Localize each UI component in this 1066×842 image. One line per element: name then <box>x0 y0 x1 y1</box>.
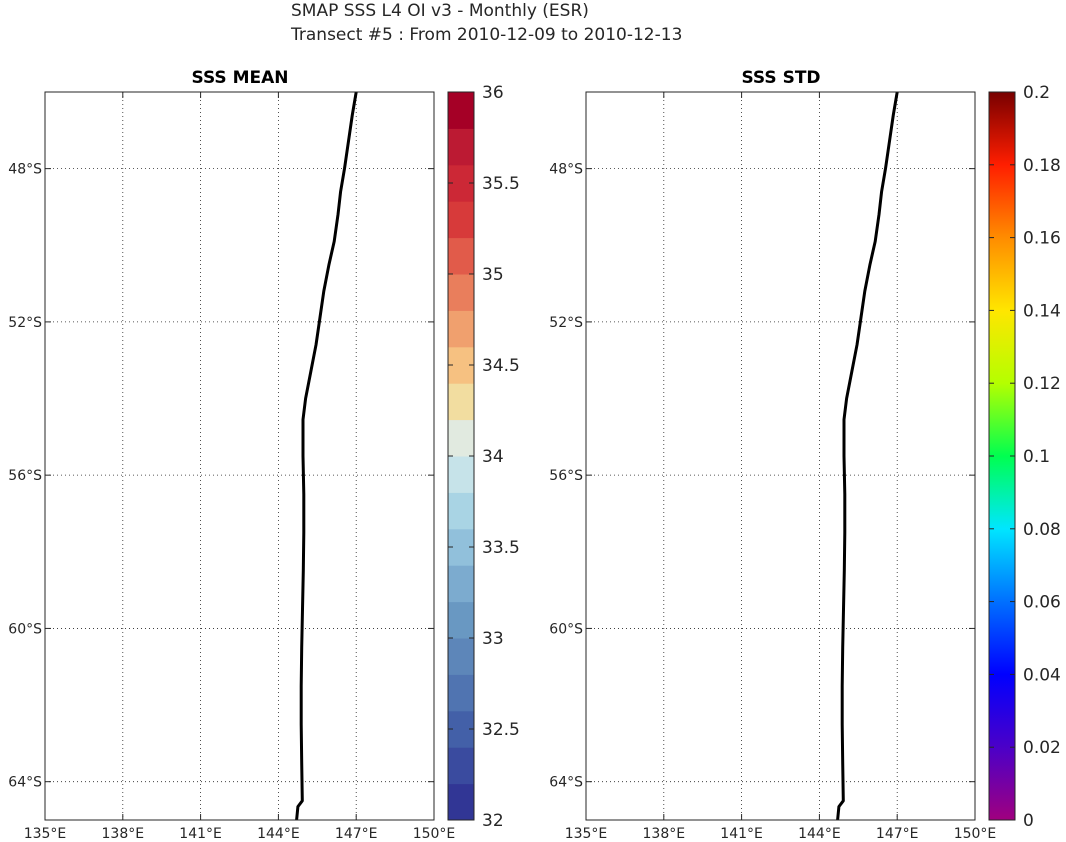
figure-subtitle: Transect #5 : From 2010-12-09 to 2010-12… <box>290 25 682 45</box>
colorbar-tick-label: 32.5 <box>482 720 520 740</box>
colorbar-segment <box>448 383 474 421</box>
colorbar-tick-label: 0.04 <box>1023 665 1061 685</box>
lon-tick-label: 141°E <box>179 826 222 842</box>
lat-tick-label: 56°S <box>8 468 42 484</box>
colorbar-tick-label: 0.1 <box>1023 447 1050 467</box>
colorbar-tick-label: 36 <box>482 83 504 103</box>
lon-tick-label: 135°E <box>24 826 67 842</box>
colorbar-segment <box>448 419 474 457</box>
colorbar-tick-label: 33.5 <box>482 538 520 558</box>
map-panel: SSS STD 135°E 138°E 141°E 144°E 147°E 150°E 48°… <box>549 68 1061 842</box>
map-frame <box>44 91 435 821</box>
colorbar-tick-label: 0.16 <box>1023 229 1061 249</box>
colorbar-tick-label: 35 <box>482 265 504 285</box>
colorbar-segment <box>448 201 474 239</box>
lat-tick-label: 64°S <box>549 775 583 791</box>
colorbar-segment <box>448 674 474 712</box>
colorbar: 32 32.5 33 33.5 34 34.5 35 35.5 36 <box>447 83 520 831</box>
colorbar-segment <box>448 310 474 348</box>
lat-tick-label: 60°S <box>8 621 42 637</box>
colorbar-tick-label: 0.02 <box>1023 738 1061 758</box>
colorbar-segment <box>448 747 474 785</box>
lat-tick-label: 60°S <box>549 621 583 637</box>
map-area <box>586 92 975 820</box>
colorbar-tick-label: 0.2 <box>1023 83 1050 103</box>
colorbar-tick-label: 0.06 <box>1023 593 1061 613</box>
colorbar-segment <box>448 274 474 311</box>
colorbar-tick-label: 35.5 <box>482 174 520 194</box>
colorbar-segment <box>448 456 474 493</box>
colorbar-segment <box>448 565 474 603</box>
map-panel: SSS MEAN 135°E 138°E 141°E 144°E 147°E 150°E 48… <box>8 68 520 842</box>
lat-tick-label: 52°S <box>8 315 42 331</box>
figure-title: SMAP SSS L4 OI v3 - Monthly (ESR) <box>291 1 589 21</box>
colorbar: 0 0.02 0.04 0.06 0.08 0.1 0.12 0.14 0.16 0.18 0.2 <box>988 83 1061 831</box>
colorbar-tick-label: 34.5 <box>482 356 520 376</box>
panel-title: SSS STD <box>741 68 820 88</box>
colorbar-tick-label: 0 <box>1023 811 1034 831</box>
lon-tick-label: 138°E <box>102 826 145 842</box>
map-frame <box>585 91 976 821</box>
lat-tick-label: 48°S <box>549 162 583 178</box>
colorbar-tick-label: 0.08 <box>1023 520 1061 540</box>
panel-title: SSS MEAN <box>191 68 288 88</box>
lon-tick-label: 150°E <box>954 826 997 842</box>
lon-tick-label: 138°E <box>643 826 686 842</box>
lat-tick-label: 52°S <box>549 315 583 331</box>
lat-tick-label: 48°S <box>8 162 42 178</box>
transect-track <box>295 91 358 821</box>
colorbar-segment <box>448 638 474 675</box>
colorbar-tick-label: 0.12 <box>1023 374 1061 394</box>
lon-tick-label: 147°E <box>335 826 378 842</box>
map-area <box>45 92 434 820</box>
colorbar-tick-label: 0.18 <box>1023 156 1061 176</box>
colorbar-segment <box>448 492 474 530</box>
lon-tick-label: 135°E <box>565 826 608 842</box>
colorbar-segment <box>448 128 474 166</box>
colorbar-tick-label: 33 <box>482 629 504 649</box>
lat-tick-label: 56°S <box>549 468 583 484</box>
colorbar-segment <box>448 783 474 821</box>
colorbar-tick-label: 34 <box>482 447 504 467</box>
colorbar-segment <box>448 92 474 129</box>
colorbar-segment <box>448 237 474 275</box>
lon-tick-label: 150°E <box>413 826 456 842</box>
colorbar-segment <box>448 601 474 639</box>
transect-track <box>836 91 899 821</box>
lon-tick-label: 141°E <box>720 826 763 842</box>
lat-tick-label: 64°S <box>8 775 42 791</box>
lon-tick-label: 144°E <box>798 826 841 842</box>
lon-tick-label: 144°E <box>257 826 300 842</box>
lon-tick-label: 147°E <box>876 826 919 842</box>
colorbar-tick-label: 0.14 <box>1023 301 1061 321</box>
colorbar-tick-label: 32 <box>482 811 504 831</box>
